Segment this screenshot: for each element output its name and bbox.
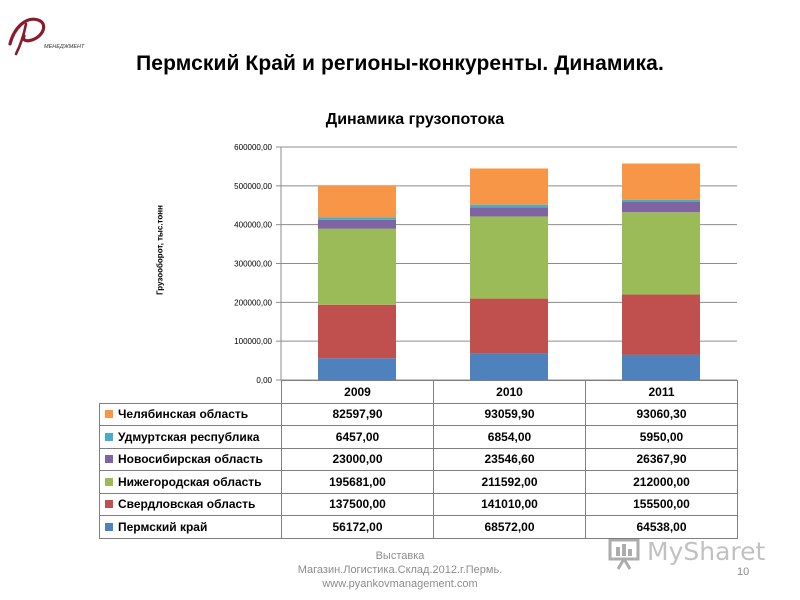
y-tick-label: 300000,00 [234, 260, 272, 269]
bar-segment [470, 207, 548, 217]
chart-title: Динамика грузопотока [325, 111, 505, 128]
series-name: Челябинская область [118, 407, 249, 422]
bar-segment [622, 201, 700, 213]
bar-segment [622, 199, 700, 202]
table-row: Нижегородская область 195681,00 211592,00 2… [99, 470, 738, 494]
y-tick-label: 600000,00 [234, 143, 272, 152]
bar-segment [318, 358, 396, 380]
legend-entry: Свердловская область [99, 492, 282, 516]
bar-segment [622, 354, 700, 380]
footer-link[interactable]: www.pyankovmanagement.com [322, 578, 478, 590]
data-cell: 68572,00 [433, 515, 586, 539]
bar-segment [318, 217, 396, 220]
bar-segment [622, 212, 700, 295]
bar-segment [318, 219, 396, 229]
legend-swatch [105, 477, 113, 486]
year-header: 2011 [585, 380, 738, 404]
stylized-letter-p-logo [8, 17, 46, 46]
table-row: Свердловская область 137500,00 141010,00 15… [99, 492, 738, 516]
data-cell: 212000,00 [585, 470, 738, 494]
bar-segment [470, 168, 548, 205]
footer-line: Выставка [375, 550, 425, 562]
data-cell: 137500,00 [281, 492, 434, 516]
bar-segment [318, 185, 396, 218]
legend-entry: Челябинская область [99, 402, 282, 426]
watermark: MySharet [605, 535, 775, 571]
legend-entry: Новосибирская область [99, 447, 282, 471]
data-cell: 23000,00 [281, 447, 434, 471]
bar-segment [470, 216, 548, 299]
table-row: Новосибирская область 23000,00 23546,60 263… [99, 447, 738, 471]
data-cell: 56172,00 [281, 515, 434, 539]
series-name: Новосибирская область [118, 452, 263, 467]
series-name: Удмуртская республика [118, 429, 260, 444]
data-cell: 6854,00 [433, 425, 586, 449]
footer: Выставка Магазин.Логистика.Склад.2012.г.… [270, 549, 530, 591]
page-number: 10 [737, 566, 750, 578]
slide-title: Пермский Край и регионы-конкуренты. Дина… [136, 52, 664, 75]
y-tick-label: 500000,00 [234, 182, 272, 191]
bar-segment [622, 163, 700, 200]
series-name: Пермский край [118, 519, 208, 534]
legend-swatch [105, 500, 113, 509]
bar-segment [470, 204, 548, 208]
data-cell: 6457,00 [281, 425, 434, 449]
table-row: Челябинская область 82597,90 93059,90 93060… [99, 402, 738, 426]
presentation-screen-icon [608, 538, 640, 570]
table-header-row: 2009 2010 2011 [100, 380, 738, 404]
legend-swatch [105, 522, 113, 531]
data-cell: 141010,00 [433, 492, 586, 516]
data-cell: 64538,00 [585, 515, 738, 539]
watermark-text: MySharet [647, 537, 766, 566]
data-cell: 93060,30 [585, 402, 738, 426]
legend-entry: Нижегородская область [99, 470, 282, 494]
table-row: Удмуртская республика 6457,00 6854,00 5950,… [99, 425, 738, 449]
legend-entry: Пермский край [99, 515, 282, 539]
data-cell: 82597,90 [281, 402, 434, 426]
data-cell: 195681,00 [281, 470, 434, 494]
series-name: Свердловская область [118, 497, 256, 512]
series-name: Нижегородская область [118, 474, 262, 489]
legend-entry: Удмуртская республика [99, 425, 282, 449]
chart-data-table: 2009 2010 2011 Челябинская область 82597,… [99, 380, 738, 539]
bar-segment [470, 353, 548, 380]
table-row: Пермский край 56172,00 68572,00 64538,00 [99, 515, 738, 539]
data-cell: 155500,00 [585, 492, 738, 516]
data-cell: 5950,00 [585, 425, 738, 449]
y-tick-label: 400000,00 [234, 221, 272, 230]
data-cell: 23546,60 [433, 447, 586, 471]
bar-segment [622, 294, 700, 355]
year-header: 2009 [281, 380, 434, 404]
y-tick-label: 100000,00 [234, 337, 272, 346]
legend-swatch [105, 432, 113, 441]
company-logo: МЕНЕДЖМЕНТ [8, 17, 85, 56]
data-cell: 211592,00 [433, 470, 586, 494]
bar-segment [318, 304, 396, 359]
data-cell: 93059,90 [433, 402, 586, 426]
legend-swatch [105, 410, 113, 419]
year-header: 2010 [433, 380, 586, 404]
data-cell: 26367,90 [585, 447, 738, 471]
y-tick-label: 200000,00 [234, 298, 272, 307]
legend-swatch [105, 455, 113, 464]
footer-line: Магазин.Логистика.Склад.2012.г.Пермь. [297, 564, 503, 576]
y-tick-label: 0,00 [256, 376, 272, 385]
bar-segment [470, 298, 548, 354]
bar-segment [318, 228, 396, 305]
logo-text: МЕНЕДЖМЕНТ [44, 44, 85, 50]
